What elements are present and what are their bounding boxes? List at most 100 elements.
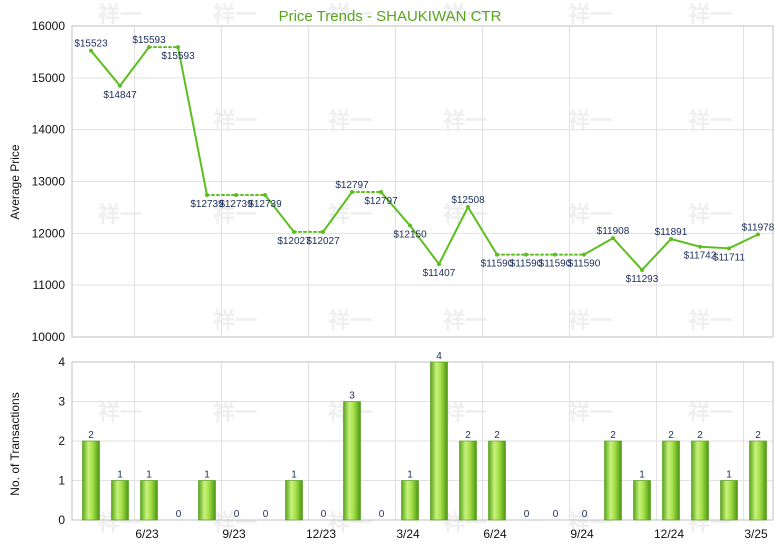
watermark-text: 祥一 xyxy=(98,400,142,426)
price-data-label: $11590 xyxy=(481,259,514,270)
price-line-segment xyxy=(90,49,121,87)
price-line-segment xyxy=(438,206,469,266)
price-data-label: $12150 xyxy=(393,230,427,241)
price-point xyxy=(263,193,267,198)
transaction-count-label: 1 xyxy=(639,470,645,481)
transaction-bar xyxy=(140,480,158,521)
transactions-axis-label: No. of Transactions xyxy=(8,392,22,495)
price-data-label: $11711 xyxy=(713,252,745,263)
transaction-bar xyxy=(662,440,680,521)
transactions-tick-label: 1 xyxy=(58,474,65,488)
price-line-segment xyxy=(380,191,411,227)
price-point xyxy=(118,83,122,88)
transaction-count-label: 2 xyxy=(668,430,674,441)
transaction-bar xyxy=(285,480,303,521)
price-point xyxy=(321,229,325,234)
price-data-label: $12739 xyxy=(248,199,282,210)
price-point xyxy=(611,236,615,241)
price-panel-grid: 10000 11000 12000 13000 14000 15000 16000 xyxy=(32,19,774,344)
price-data-label: $15523 xyxy=(74,39,108,50)
price-panel-frame xyxy=(71,25,774,338)
price-point xyxy=(466,205,470,210)
watermark-text: 祥一 xyxy=(568,202,612,228)
price-line-segment xyxy=(612,237,643,271)
price-point xyxy=(176,45,180,50)
price-point xyxy=(553,252,557,257)
watermark-text: 祥一 xyxy=(328,2,372,28)
transaction-count-label: 0 xyxy=(524,509,530,520)
price-line-segment xyxy=(119,46,150,87)
price-point xyxy=(698,244,702,249)
transactions-tick-label: 3 xyxy=(58,395,65,409)
transaction-count-label: 2 xyxy=(494,430,500,441)
price-point xyxy=(437,262,441,267)
price-data-label: $15593 xyxy=(161,51,195,62)
price-point xyxy=(89,48,93,53)
watermark-text: 祥一 xyxy=(328,308,372,334)
price-line-segment xyxy=(670,237,701,248)
transaction-bar xyxy=(720,480,738,521)
transaction-bar xyxy=(749,440,767,521)
transaction-count-label: 2 xyxy=(465,430,471,441)
price-point xyxy=(350,190,354,195)
price-data-label: $11742 xyxy=(684,251,717,262)
transaction-bar xyxy=(343,401,361,521)
price-tick-label: 16000 xyxy=(32,19,66,33)
data-labels: 2 1 1 0 1 0 0 1 0 3 0 1 4 2 2 0 0 0 2 1 2 2 1 2 $15523 $14847 $155… xyxy=(74,35,774,520)
watermark-text: 祥一 xyxy=(688,202,732,228)
price-data-label: $12797 xyxy=(335,180,369,191)
transaction-count-label: 2 xyxy=(610,430,616,441)
transaction-count-label: 0 xyxy=(553,509,559,520)
watermark-text: 祥一 xyxy=(213,400,257,426)
price-data-label: $11590 xyxy=(539,259,572,270)
price-tick-label: 14000 xyxy=(32,123,66,137)
price-line-segment xyxy=(583,237,614,256)
price-point xyxy=(727,246,731,251)
price-line-segment xyxy=(177,46,208,197)
price-data-label: $11978 xyxy=(742,222,775,233)
x-tick-label: 6/24 xyxy=(483,527,507,541)
transactions-panel-grid: 0 1 2 3 4 xyxy=(58,355,774,527)
price-line-segment xyxy=(264,194,295,233)
transaction-bar xyxy=(488,440,506,521)
transaction-bar xyxy=(198,480,216,521)
transactions-tick-label: 0 xyxy=(58,513,65,527)
price-point xyxy=(292,229,296,234)
price-line-segment xyxy=(728,233,759,250)
x-tick-label: 9/23 xyxy=(222,527,246,541)
price-axis-label: Average Price xyxy=(8,144,22,219)
price-point xyxy=(582,252,586,257)
watermark-text: 祥一 xyxy=(213,202,257,228)
price-data-label: $12797 xyxy=(364,196,398,207)
transaction-count-label: 1 xyxy=(204,470,210,481)
transaction-count-label: 1 xyxy=(407,470,413,481)
price-point xyxy=(147,45,151,50)
transactions-tick-label: 2 xyxy=(58,434,65,448)
watermark-text: 祥一 xyxy=(98,2,142,28)
price-point xyxy=(640,267,644,272)
x-tick-label: 12/24 xyxy=(654,527,684,541)
watermark-text: 祥一 xyxy=(688,400,732,426)
transaction-count-label: 0 xyxy=(234,509,240,520)
price-tick-label: 15000 xyxy=(32,71,66,85)
price-tick-label: 12000 xyxy=(32,226,66,240)
price-line-segment xyxy=(699,245,730,250)
transaction-count-label: 3 xyxy=(349,391,355,402)
x-tick-label: 9/24 xyxy=(570,527,594,541)
price-data-label: $12739 xyxy=(190,199,224,210)
price-data-label: $14847 xyxy=(103,90,137,101)
transaction-count-label: 1 xyxy=(291,470,297,481)
price-point xyxy=(524,252,528,257)
transaction-count-label: 1 xyxy=(726,470,732,481)
price-data-label: $11293 xyxy=(626,274,659,285)
price-line xyxy=(89,45,760,272)
transaction-count-label: 0 xyxy=(379,509,385,520)
transaction-count-label: 2 xyxy=(755,430,761,441)
price-point xyxy=(756,232,760,237)
watermark-text: 祥一 xyxy=(213,510,257,536)
transaction-bar xyxy=(633,480,651,521)
watermark-text: 祥一 xyxy=(568,308,612,334)
watermark-text: 祥一 xyxy=(688,308,732,334)
transactions-panel-frame xyxy=(71,361,774,521)
